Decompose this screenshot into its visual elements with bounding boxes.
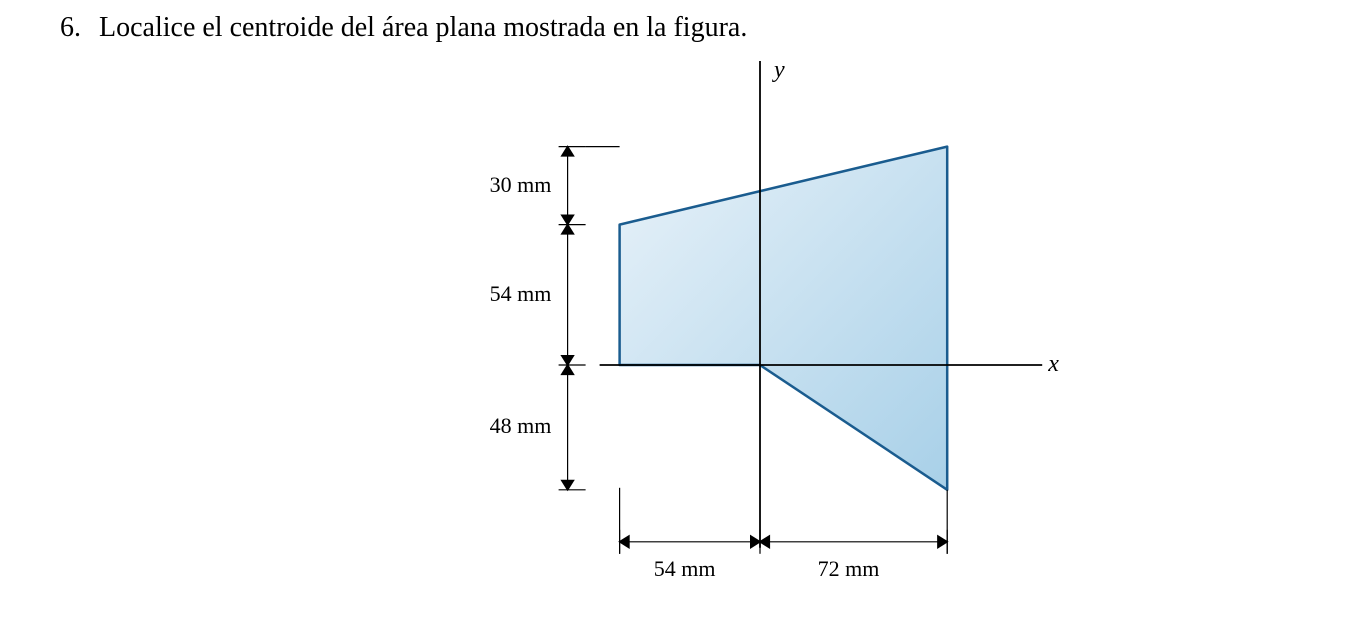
x-axis-label: x — [1048, 351, 1059, 378]
diagram-svg — [430, 55, 1050, 615]
dim-label-30mm: 30 mm — [490, 172, 552, 198]
y-axis-label: y — [774, 57, 785, 84]
dim-label-54mm-height: 54 mm — [490, 281, 552, 307]
dim-label-48mm: 48 mm — [490, 413, 552, 439]
problem-statement: 6. Localice el centroide del área plana m… — [60, 12, 747, 44]
diagram: y x 30 mm 54 mm 48 mm 54 mm 72 mm — [430, 55, 1050, 615]
dim-label-54mm-width: 54 mm — [654, 556, 716, 582]
problem-text-content: Localice el centroide del área plana mos… — [99, 12, 747, 43]
problem-number: 6. — [60, 12, 81, 44]
dim-label-72mm: 72 mm — [818, 556, 880, 582]
